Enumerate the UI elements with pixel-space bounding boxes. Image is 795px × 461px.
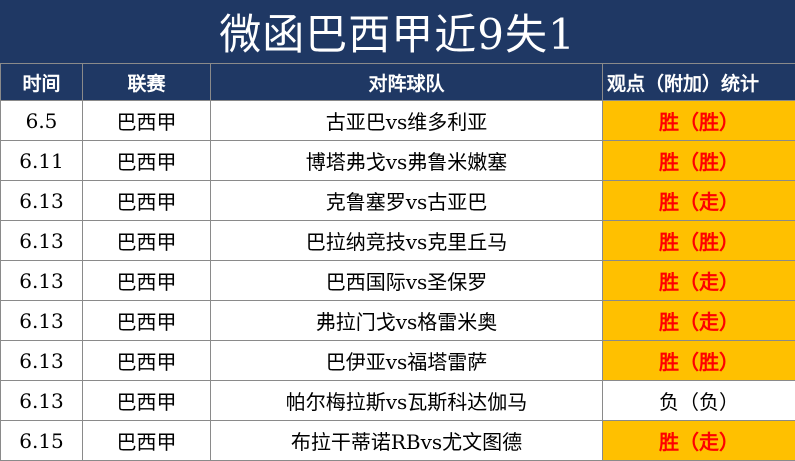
league-cell: 巴西甲 [83, 381, 211, 421]
table-row: 6.13 巴西甲 巴伊亚vs福塔雷萨 胜（胜） [1, 341, 795, 381]
date-cell: 6.13 [1, 301, 83, 341]
league-cell: 巴西甲 [83, 141, 211, 181]
match-cell: 帕尔梅拉斯vs瓦斯科达伽马 [211, 381, 603, 421]
page-title: 微函巴西甲近9失1 [0, 0, 795, 64]
date-cell: 6.13 [1, 261, 83, 301]
table-row: 6.5 巴西甲 古亚巴vs维多利亚 胜（胜） [1, 101, 795, 141]
match-cell: 克鲁塞罗vs古亚巴 [211, 181, 603, 221]
header-date: 时间 [1, 64, 83, 101]
date-cell: 6.5 [1, 101, 83, 141]
league-cell: 巴西甲 [83, 261, 211, 301]
date-cell: 6.13 [1, 221, 83, 261]
league-cell: 巴西甲 [83, 301, 211, 341]
match-cell: 弗拉门戈vs格雷米奥 [211, 301, 603, 341]
header-league: 联赛 [83, 64, 211, 101]
verdict-cell: 胜（胜） [603, 221, 795, 261]
verdict-cell: 胜（走） [603, 181, 795, 221]
header-match: 对阵球队 [211, 64, 603, 101]
league-cell: 巴西甲 [83, 181, 211, 221]
table-row: 6.13 巴西甲 巴拉纳竞技vs克里丘马 胜（胜） [1, 221, 795, 261]
verdict-cell: 胜（胜） [603, 341, 795, 381]
date-cell: 6.13 [1, 341, 83, 381]
league-cell: 巴西甲 [83, 221, 211, 261]
table-row: 6.13 巴西甲 巴西国际vs圣保罗 胜（走） [1, 261, 795, 301]
verdict-cell: 胜（走） [603, 301, 795, 341]
verdict-cell: 负（负） [603, 381, 795, 421]
match-cell: 古亚巴vs维多利亚 [211, 101, 603, 141]
match-cell: 巴伊亚vs福塔雷萨 [211, 341, 603, 381]
table-row: 6.13 巴西甲 弗拉门戈vs格雷米奥 胜（走） [1, 301, 795, 341]
date-cell: 6.13 [1, 381, 83, 421]
table-row: 6.13 巴西甲 帕尔梅拉斯vs瓦斯科达伽马 负（负） [1, 381, 795, 421]
match-cell: 巴西国际vs圣保罗 [211, 261, 603, 301]
header-verdict: 观点（附加）统计 [603, 64, 795, 101]
league-cell: 巴西甲 [83, 341, 211, 381]
verdict-cell: 胜（走） [603, 261, 795, 301]
date-cell: 6.13 [1, 181, 83, 221]
header-row: 时间 联赛 对阵球队 观点（附加）统计 [1, 64, 795, 101]
table-body: 6.5 巴西甲 古亚巴vs维多利亚 胜（胜） 6.11 巴西甲 博塔弗戈vs弗鲁… [1, 101, 795, 461]
league-cell: 巴西甲 [83, 101, 211, 141]
table-row: 6.11 巴西甲 博塔弗戈vs弗鲁米嫩塞 胜（胜） [1, 141, 795, 181]
table-row: 6.13 巴西甲 克鲁塞罗vs古亚巴 胜（走） [1, 181, 795, 221]
verdict-cell: 胜（胜） [603, 141, 795, 181]
verdict-cell: 胜（胜） [603, 101, 795, 141]
date-cell: 6.11 [1, 141, 83, 181]
match-cell: 巴拉纳竞技vs克里丘马 [211, 221, 603, 261]
results-table: 时间 联赛 对阵球队 观点（附加）统计 6.5 巴西甲 古亚巴vs维多利亚 胜（… [0, 63, 795, 461]
match-cell: 博塔弗戈vs弗鲁米嫩塞 [211, 141, 603, 181]
